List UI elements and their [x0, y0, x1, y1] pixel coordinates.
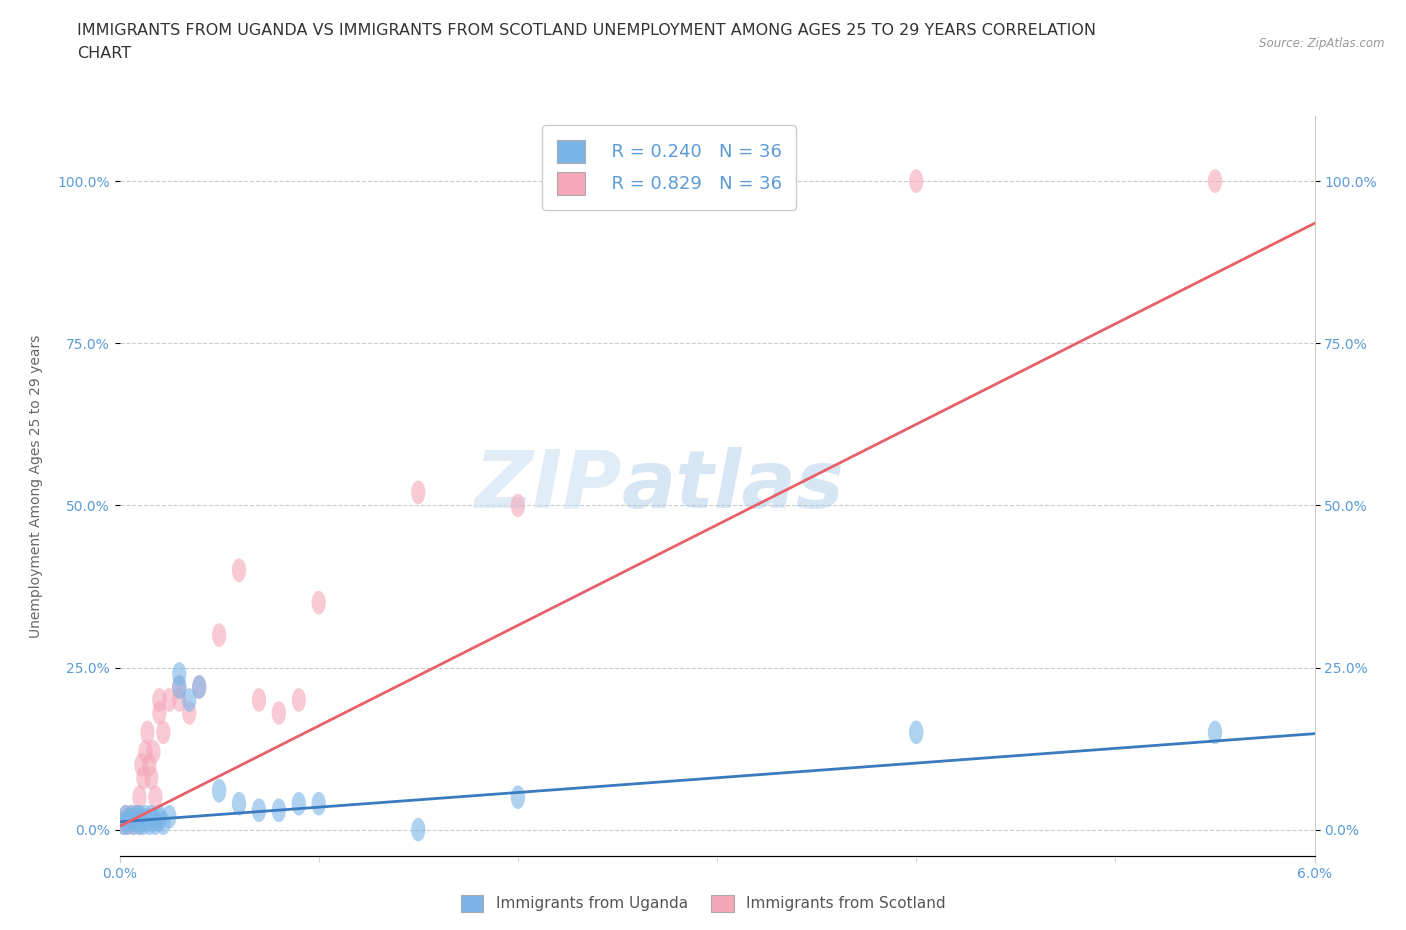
Ellipse shape — [162, 688, 177, 711]
Ellipse shape — [181, 688, 197, 711]
Ellipse shape — [141, 808, 155, 831]
Ellipse shape — [172, 675, 187, 698]
Ellipse shape — [411, 817, 426, 842]
Ellipse shape — [252, 688, 266, 711]
Ellipse shape — [291, 688, 307, 711]
Ellipse shape — [134, 753, 149, 777]
Ellipse shape — [132, 811, 146, 835]
Ellipse shape — [132, 811, 146, 835]
Ellipse shape — [127, 811, 141, 835]
Ellipse shape — [152, 701, 166, 724]
Ellipse shape — [118, 804, 132, 829]
Ellipse shape — [910, 721, 924, 744]
Ellipse shape — [291, 791, 307, 816]
Y-axis label: Unemployment Among Ages 25 to 29 years: Unemployment Among Ages 25 to 29 years — [30, 334, 44, 638]
Ellipse shape — [131, 804, 145, 829]
Legend: Immigrants from Uganda, Immigrants from Scotland: Immigrants from Uganda, Immigrants from … — [454, 889, 952, 918]
Ellipse shape — [117, 811, 131, 835]
Ellipse shape — [152, 808, 166, 831]
Ellipse shape — [271, 701, 285, 724]
Ellipse shape — [148, 811, 163, 835]
Ellipse shape — [117, 811, 131, 835]
Ellipse shape — [152, 804, 166, 829]
Ellipse shape — [232, 791, 246, 816]
Ellipse shape — [136, 766, 150, 790]
Ellipse shape — [312, 791, 326, 816]
Ellipse shape — [141, 721, 155, 744]
Ellipse shape — [122, 808, 136, 831]
Ellipse shape — [172, 688, 187, 711]
Text: ZIP: ZIP — [474, 447, 621, 525]
Ellipse shape — [145, 804, 159, 829]
Text: atlas: atlas — [621, 447, 844, 525]
Ellipse shape — [138, 804, 153, 829]
Ellipse shape — [121, 811, 135, 835]
Text: Source: ZipAtlas.com: Source: ZipAtlas.com — [1260, 37, 1385, 50]
Ellipse shape — [510, 494, 524, 517]
Text: IMMIGRANTS FROM UGANDA VS IMMIGRANTS FROM SCOTLAND UNEMPLOYMENT AMONG AGES 25 TO: IMMIGRANTS FROM UGANDA VS IMMIGRANTS FRO… — [77, 23, 1097, 38]
Ellipse shape — [128, 808, 142, 831]
Ellipse shape — [152, 688, 166, 711]
Ellipse shape — [156, 811, 170, 835]
Ellipse shape — [127, 811, 141, 835]
Ellipse shape — [510, 786, 524, 809]
Ellipse shape — [134, 808, 149, 831]
Ellipse shape — [252, 798, 266, 822]
Ellipse shape — [124, 804, 139, 829]
Ellipse shape — [910, 169, 924, 193]
Ellipse shape — [148, 786, 163, 809]
Ellipse shape — [193, 675, 207, 698]
Ellipse shape — [212, 779, 226, 803]
Ellipse shape — [146, 740, 160, 764]
Ellipse shape — [131, 804, 145, 829]
Ellipse shape — [411, 481, 426, 504]
Ellipse shape — [1208, 169, 1222, 193]
Text: CHART: CHART — [77, 46, 131, 61]
Ellipse shape — [142, 811, 156, 835]
Ellipse shape — [172, 675, 187, 698]
Ellipse shape — [232, 558, 246, 582]
Ellipse shape — [181, 701, 197, 724]
Ellipse shape — [122, 808, 136, 831]
Ellipse shape — [118, 804, 132, 829]
Ellipse shape — [193, 675, 207, 698]
Ellipse shape — [132, 786, 146, 809]
Ellipse shape — [145, 766, 159, 790]
Ellipse shape — [138, 740, 153, 764]
Ellipse shape — [212, 623, 226, 647]
Ellipse shape — [1208, 721, 1222, 744]
Ellipse shape — [132, 804, 146, 829]
Ellipse shape — [271, 798, 285, 822]
Ellipse shape — [312, 591, 326, 615]
Ellipse shape — [172, 662, 187, 685]
Ellipse shape — [162, 804, 177, 829]
Ellipse shape — [136, 811, 150, 835]
Ellipse shape — [128, 808, 142, 831]
Ellipse shape — [121, 811, 135, 835]
Ellipse shape — [146, 808, 160, 831]
Ellipse shape — [142, 753, 156, 777]
Ellipse shape — [156, 721, 170, 744]
Legend:   R = 0.240   N = 36,   R = 0.829   N = 36: R = 0.240 N = 36, R = 0.829 N = 36 — [543, 126, 796, 209]
Ellipse shape — [124, 804, 139, 829]
